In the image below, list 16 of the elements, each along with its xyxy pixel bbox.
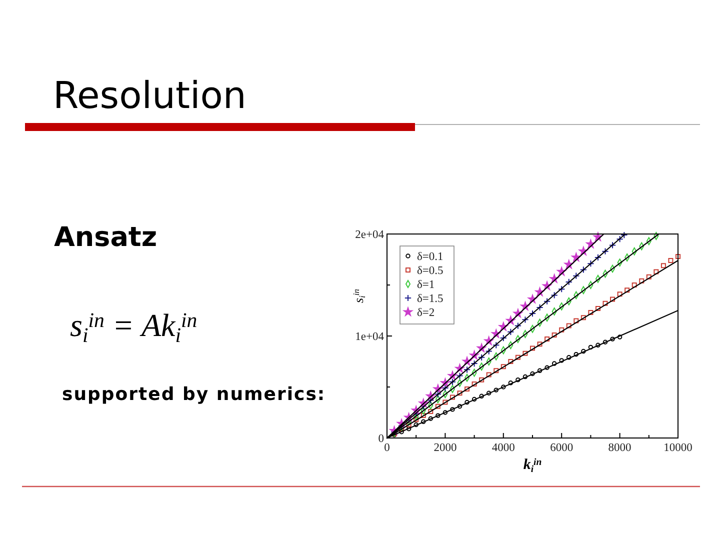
x-tick-label: 8000 [608, 442, 632, 454]
chart-title: Resolution [53, 74, 246, 117]
legend-label: δ=1.5 [417, 293, 444, 305]
legend-label: δ=1 [417, 279, 435, 291]
y-tick-label: 0 [378, 433, 384, 445]
x-tick-label: 10000 [664, 442, 693, 454]
y-tick-label: 1e+04 [355, 331, 384, 343]
y-tick-label: 2e+04 [355, 229, 384, 241]
legend-label: δ=0.1 [417, 251, 444, 263]
text: supported by numerics: [62, 384, 326, 405]
text: Ansatz [54, 222, 158, 253]
x-tick-label: 2000 [434, 442, 457, 454]
x-tick-label: 4000 [492, 442, 516, 454]
legend-label: δ=2 [417, 307, 435, 319]
legend-label: δ=0.5 [417, 265, 444, 277]
x-tick-label: 6000 [550, 442, 574, 454]
